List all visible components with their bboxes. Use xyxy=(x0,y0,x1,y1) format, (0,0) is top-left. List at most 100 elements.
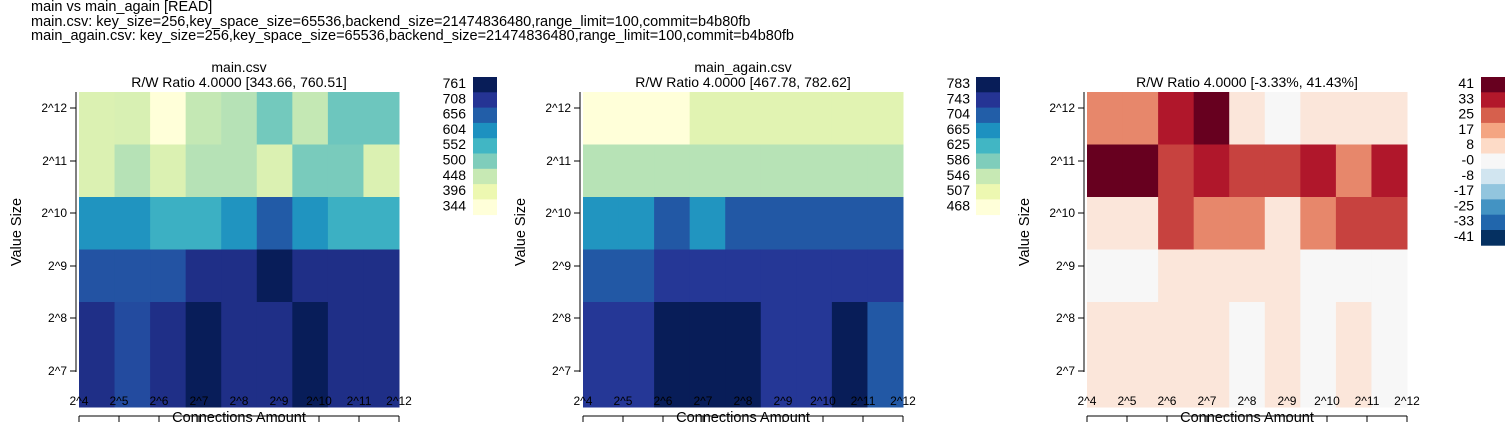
x-tick-label: 2^9 xyxy=(270,394,289,408)
x-tick-label: 2^10 xyxy=(1314,394,1340,408)
heatmap-cell xyxy=(114,144,151,198)
heatmap-cell xyxy=(1122,302,1159,408)
heatmap-cell xyxy=(760,197,797,250)
y-tick-label: 2^7 xyxy=(1056,364,1075,378)
chart-subtitle: R/W Ratio 4.0000 [467.78, 782.62] xyxy=(635,74,851,90)
x-tick-label: 2^4 xyxy=(1078,394,1097,408)
x-tick-label: 2^10 xyxy=(810,394,836,408)
heatmap-cell xyxy=(1087,302,1124,408)
y-axis-label: Value Size xyxy=(1017,198,1033,266)
colorbar-swatch xyxy=(1481,199,1505,216)
heatmap-cell xyxy=(79,92,116,145)
colorbar-swatch xyxy=(1481,214,1505,231)
heatmap-cell xyxy=(618,92,655,145)
colorbar-swatch xyxy=(1481,77,1505,93)
heatmap-cell xyxy=(689,92,726,145)
colorbar-tick-label: 8 xyxy=(1466,136,1474,152)
heatmap-cell xyxy=(796,197,833,250)
x-tick-label: 2^12 xyxy=(386,394,412,408)
colorbar-swatch xyxy=(473,122,497,139)
heatmap-cell xyxy=(1122,197,1159,250)
chart-subtitle: R/W Ratio 4.0000 [343.66, 760.51] xyxy=(131,74,347,90)
heatmap-cell xyxy=(831,249,868,303)
heatmap-cell xyxy=(1264,197,1301,250)
heatmap-cell xyxy=(1229,92,1266,145)
heatmap-cell xyxy=(654,197,691,250)
heatmap-cell xyxy=(831,92,868,145)
main-csv-params: main.csv: key_size=256,key_space_size=65… xyxy=(31,13,751,30)
x-tick-label: 2^8 xyxy=(734,394,753,408)
colorbar-swatch xyxy=(976,77,1000,93)
heatmap-cell xyxy=(618,197,655,250)
y-tick-label: 2^8 xyxy=(48,311,67,325)
x-tick-label: 2^11 xyxy=(1355,394,1380,408)
heatmap-cell xyxy=(292,249,329,303)
heatmap-cell xyxy=(1371,92,1408,145)
colorbar-tick-label: -17 xyxy=(1454,182,1474,198)
heatmap-cell xyxy=(689,249,726,303)
colorbar-swatch xyxy=(976,122,1000,139)
colorbar-swatch xyxy=(1481,153,1505,170)
heatmap-cell xyxy=(1335,144,1372,198)
heatmap-cell xyxy=(583,92,620,145)
heatmap-cell xyxy=(796,144,833,198)
heatmap-cell xyxy=(114,302,151,408)
x-tick-label: 2^4 xyxy=(574,394,593,408)
colorbar-tick-label: 500 xyxy=(443,152,467,168)
y-tick-label: 2^7 xyxy=(552,364,571,378)
heatmap-cell xyxy=(292,144,329,198)
heatmap-cell xyxy=(1371,144,1408,198)
colorbar-swatch xyxy=(473,107,497,124)
x-tick-label: 2^7 xyxy=(1198,394,1217,408)
x-tick-label: 2^5 xyxy=(614,394,633,408)
chart-subtitle: R/W Ratio 4.0000 [-3.33%, 41.43%] xyxy=(1136,74,1358,90)
heatmap-cell xyxy=(1300,302,1337,408)
heatmap-cell xyxy=(760,92,797,145)
heatmap-cell xyxy=(1335,249,1372,303)
colorbar-tick-label: 25 xyxy=(1458,106,1474,122)
heatmap-cell xyxy=(618,144,655,198)
x-tick-label: 2^6 xyxy=(1158,394,1177,408)
heatmap-cell xyxy=(1264,302,1301,408)
heatmap-cell xyxy=(221,92,258,145)
heatmap-cell xyxy=(725,302,762,408)
heatmap-cell xyxy=(256,92,293,145)
heatmap-cell xyxy=(327,197,364,250)
colorbar-tick-label: 33 xyxy=(1458,90,1474,106)
colorbar-tick-label: -0 xyxy=(1462,152,1475,168)
heatmap-cell xyxy=(831,144,868,198)
heatmap-cell xyxy=(185,197,222,250)
x-tick-label: 2^4 xyxy=(70,394,89,408)
colorbar-tick-label: 546 xyxy=(947,167,971,183)
heatmap-cell xyxy=(583,302,620,408)
heatmap-cell xyxy=(689,197,726,250)
colorbar-tick-label: 656 xyxy=(443,106,467,122)
heatmap-cell xyxy=(831,197,868,250)
heatmap-cell xyxy=(1371,249,1408,303)
colorbar-swatch xyxy=(976,184,1000,200)
y-tick-label: 2^9 xyxy=(48,259,67,273)
heatmap-cell xyxy=(1193,249,1230,303)
colorbar-tick-label: 625 xyxy=(947,136,971,152)
heatmap-cell xyxy=(867,92,904,145)
colorbar-tick-label: 665 xyxy=(947,121,971,137)
chart-title: main.csv xyxy=(211,59,266,75)
x-tick-label: 2^5 xyxy=(110,394,129,408)
heatmap-cell xyxy=(256,302,293,408)
heatmap-cell xyxy=(1335,302,1372,408)
heatmap-cell xyxy=(221,302,258,408)
figure-header: main vs main_again [READ] main.csv: key_… xyxy=(31,0,794,44)
heatmap-cell xyxy=(867,249,904,303)
x-tick-label: 2^9 xyxy=(774,394,793,408)
y-tick-label: 2^12 xyxy=(545,101,571,115)
heatmap-cell xyxy=(1158,92,1195,145)
heatmap-cell xyxy=(363,302,400,408)
heatmap-cell xyxy=(796,249,833,303)
colorbar-swatch xyxy=(976,168,1000,185)
x-axis-label: Connections Amount xyxy=(172,410,306,426)
heatmap-cell xyxy=(1335,92,1372,145)
x-tick-label: 2^5 xyxy=(1118,394,1137,408)
heatmap-cell xyxy=(185,249,222,303)
main-again-csv-params: main_again.csv: key_size=256,key_space_s… xyxy=(31,28,794,44)
